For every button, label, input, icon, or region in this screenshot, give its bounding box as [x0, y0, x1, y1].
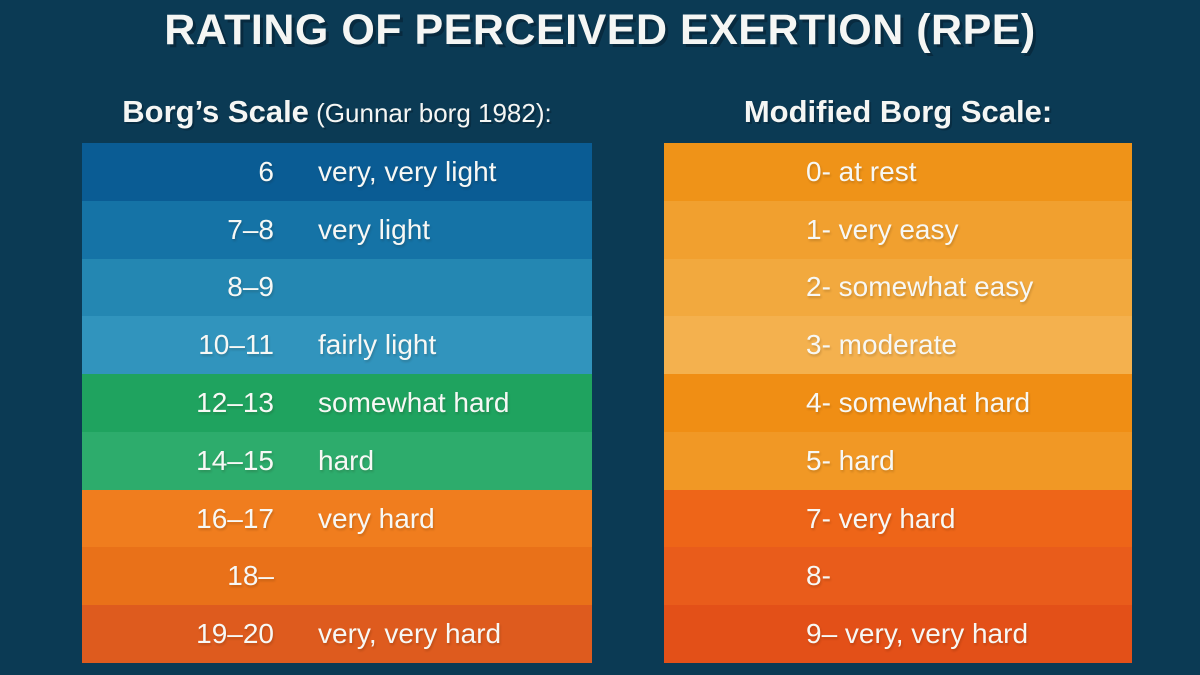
table-row: 10–11 fairly light	[82, 316, 592, 375]
borg-scale-table: 6 very, very light 7–8 very light 8–9 10–1…	[82, 143, 592, 664]
table-row: 5- hard	[664, 431, 1132, 490]
rpe-label: very, very hard	[318, 618, 502, 650]
table-row: 8–9	[82, 258, 592, 317]
rpe-value: 19–20	[196, 618, 274, 650]
rpe-entry: 0- at rest	[806, 155, 917, 187]
table-row: 6 very, very light	[82, 143, 592, 201]
table-row: 7- very hard	[664, 489, 1132, 548]
rpe-value: 10–11	[198, 329, 274, 361]
rpe-label: hard	[318, 444, 375, 476]
rpe-value: 14–15	[196, 444, 274, 476]
table-row: 1- very easy	[664, 200, 1132, 259]
rpe-entry: 1- very easy	[806, 213, 959, 245]
rpe-label: very hard	[318, 502, 435, 534]
modified-borg-heading: Modified Borg Scale:	[743, 94, 1053, 129]
rpe-entry: 4- somewhat hard	[806, 387, 1031, 419]
rpe-entry: 3- moderate	[806, 329, 957, 361]
table-row: 2- somewhat easy	[664, 258, 1132, 317]
rpe-value: 16–17	[196, 502, 274, 534]
rpe-label: fairly light	[318, 329, 437, 361]
table-row: 3- moderate	[664, 316, 1132, 375]
rpe-value: 6	[258, 155, 274, 187]
page-title: RATING OF PERCEIVED EXERTION (RPE)	[164, 6, 1036, 54]
rpe-label: very light	[318, 213, 431, 245]
rpe-value: 12–13	[196, 387, 274, 419]
table-row: 16–17 very hard	[82, 489, 592, 548]
rpe-entry: 2- somewhat easy	[806, 271, 1034, 303]
rpe-label: somewhat hard	[318, 387, 510, 419]
rpe-value: 8–9	[227, 271, 274, 303]
rpe-value: 7–8	[227, 213, 274, 245]
table-row: 18–	[82, 547, 592, 606]
table-row: 14–15 hard	[82, 431, 592, 490]
table-row: 4- somewhat hard	[664, 374, 1132, 432]
rpe-entry: 9– very, very hard	[806, 618, 1029, 650]
modified-borg-table: 0- at rest 1- very easy 2- somewhat easy…	[664, 143, 1132, 664]
table-row: 8-	[664, 547, 1132, 606]
table-row: 19–20 very, very hard	[82, 605, 592, 664]
rpe-entry: 8-	[806, 560, 831, 592]
table-row: 9– very, very hard	[664, 605, 1132, 664]
borg-scale-heading-main: Borg’s Scale	[122, 94, 309, 129]
borg-scale-heading: Borg’s Scale (Gunnar borg 1982):	[82, 94, 592, 130]
table-row: 0- at rest	[664, 143, 1132, 201]
rpe-entry: 5- hard	[806, 444, 895, 476]
table-row: 12–13 somewhat hard	[82, 374, 592, 432]
rpe-entry: 7- very hard	[806, 502, 956, 534]
table-row: 7–8 very light	[82, 200, 592, 259]
borg-scale-heading-sub: (Gunnar borg 1982):	[308, 98, 552, 128]
rpe-label: very, very light	[318, 155, 497, 187]
rpe-value: 18–	[227, 560, 274, 592]
